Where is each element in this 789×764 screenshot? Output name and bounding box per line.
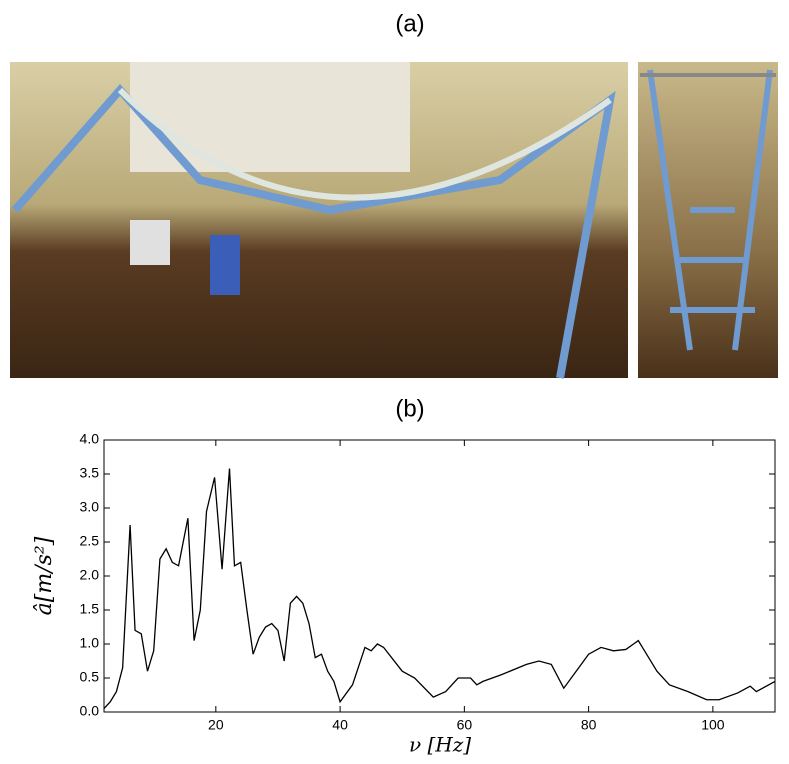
y-tick-label: 2.0 [80,567,100,583]
y-tick-label: 4.0 [80,431,100,447]
y-tick-label: 3.5 [80,465,100,481]
x-tick-label: 60 [457,717,473,733]
page: (a) (b) â[m/s²] ν [Hz] 0.0 0.5 1.0 1.5 2.0 2.… [0,0,789,764]
y-tick-label: 3.0 [80,499,100,515]
x-tick-label: 80 [581,717,597,733]
y-tick-label: 1.0 [80,635,100,651]
data-line [104,469,775,709]
panel-label: (b) [395,395,424,422]
x-tick-label: 40 [332,717,348,733]
y-tick-label: 2.5 [80,533,100,549]
y-tick-label: 0.0 [80,703,100,719]
x-tick-label: 100 [701,717,725,733]
y-tick-label: 1.5 [80,601,100,617]
x-axis-label: ν [Hz] [409,733,471,757]
x-tick-label: 20 [208,717,224,733]
y-tick-label: 0.5 [80,669,100,685]
photo-bridge-side [638,62,778,378]
figure: (a) (b) â[m/s²] ν [Hz] 0.0 0.5 1.0 1.5 2.0 2.… [0,0,789,759]
plot-frame [104,440,775,712]
y-axis-label: â[m/s²] [32,536,57,615]
panel-label: (a) [395,10,424,37]
photo-bridge [10,62,628,378]
